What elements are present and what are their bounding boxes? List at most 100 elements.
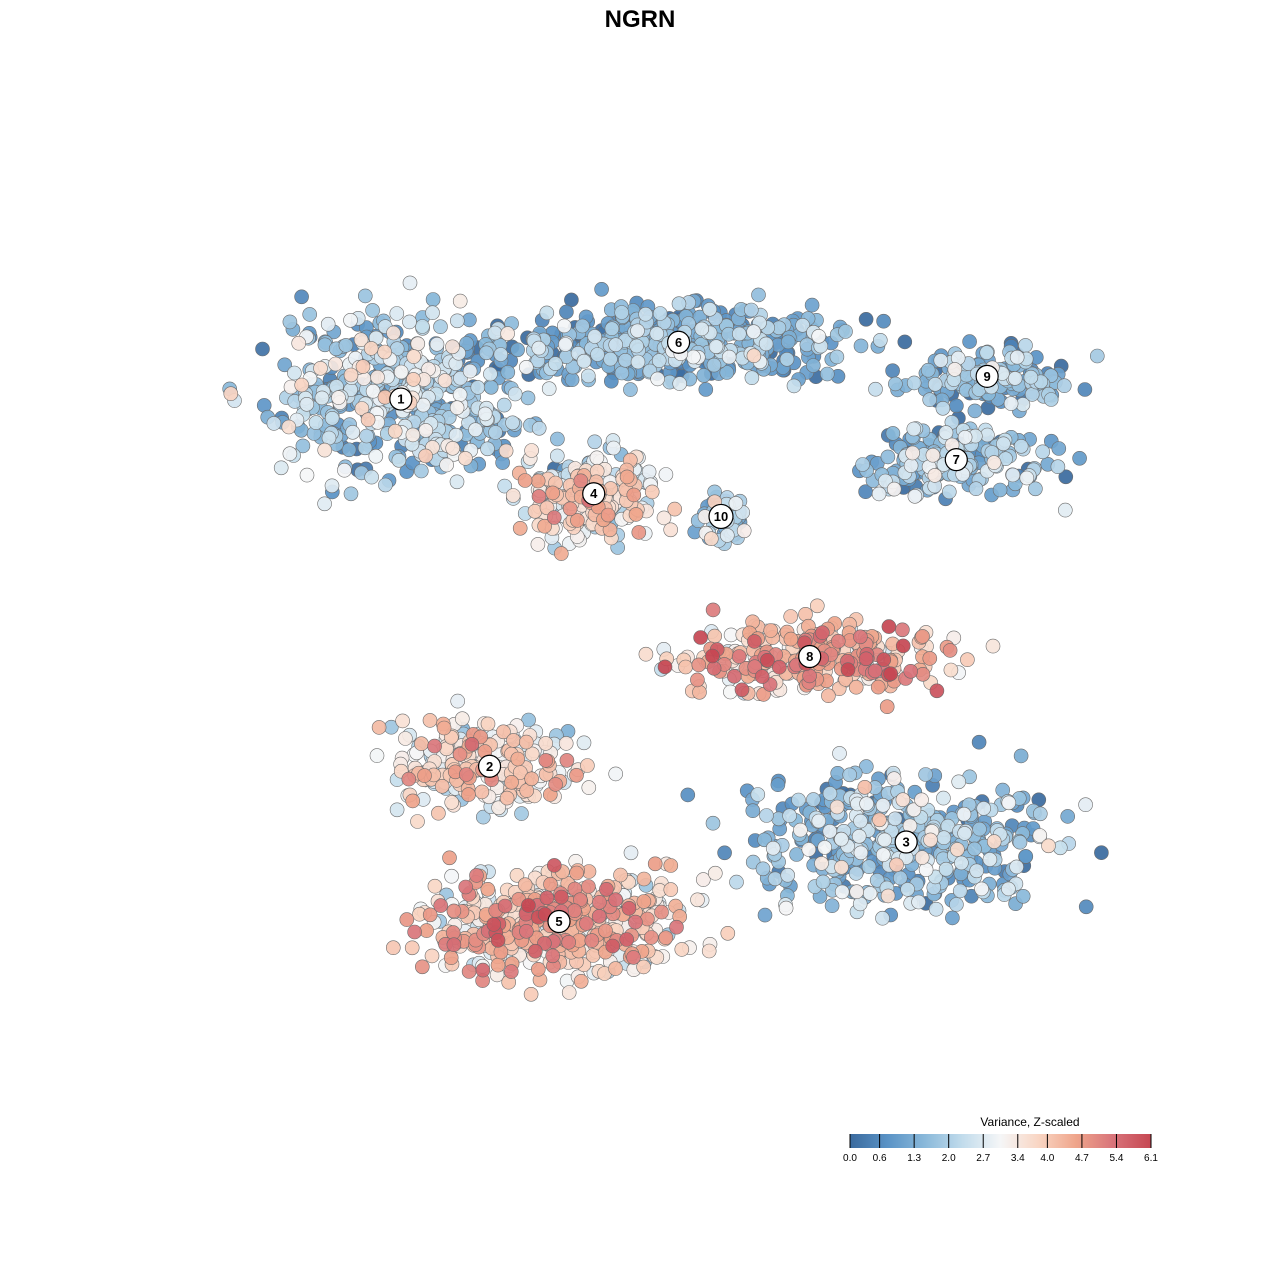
- data-point: [475, 962, 491, 978]
- data-point: [938, 425, 954, 440]
- data-point: [324, 410, 340, 426]
- data-point: [1078, 899, 1094, 915]
- data-point: [282, 314, 298, 330]
- data-point: [569, 767, 584, 783]
- cluster-label-text: 7: [953, 452, 960, 467]
- data-point: [690, 892, 705, 908]
- data-point: [852, 896, 868, 912]
- data-point: [630, 323, 645, 339]
- data-point: [452, 293, 468, 309]
- data-point: [736, 523, 752, 539]
- data-point: [401, 771, 417, 787]
- data-point: [343, 312, 358, 328]
- data-point: [461, 964, 477, 979]
- data-point: [488, 425, 503, 440]
- data-point: [667, 501, 683, 517]
- data-point: [1060, 809, 1075, 824]
- data-point: [779, 351, 795, 367]
- data-point: [294, 377, 310, 393]
- data-point: [405, 427, 421, 443]
- data-point: [809, 598, 825, 614]
- data-point: [406, 372, 421, 387]
- data-point: [654, 904, 669, 920]
- data-point: [576, 735, 592, 751]
- data-point: [885, 426, 901, 441]
- data-point: [464, 736, 480, 752]
- data-point: [530, 473, 546, 489]
- data-point: [618, 352, 633, 368]
- cluster-label-text: 3: [903, 835, 910, 850]
- data-point: [433, 898, 449, 913]
- data-point: [1072, 450, 1087, 466]
- data-point: [365, 303, 380, 318]
- data-point: [294, 289, 309, 305]
- data-point: [445, 440, 461, 456]
- data-point: [915, 629, 930, 644]
- data-point: [880, 449, 896, 465]
- data-point: [780, 867, 796, 883]
- cluster-label-text: 4: [590, 486, 598, 501]
- data-point: [938, 861, 954, 877]
- data-point: [468, 422, 483, 438]
- data-point: [880, 888, 896, 904]
- data-point: [255, 341, 270, 357]
- data-point: [862, 886, 878, 901]
- data-point: [497, 478, 513, 494]
- data-point: [821, 688, 836, 704]
- data-point: [369, 748, 385, 763]
- data-point: [972, 821, 987, 837]
- data-point: [840, 662, 856, 678]
- data-point: [573, 973, 589, 989]
- data-point: [360, 412, 376, 428]
- data-point: [413, 463, 429, 479]
- cluster-label-6: 6: [666, 330, 691, 354]
- data-point: [458, 767, 474, 782]
- data-point: [875, 910, 890, 926]
- data-point: [859, 796, 874, 812]
- data-point: [720, 925, 736, 941]
- data-point: [957, 826, 972, 841]
- data-point: [649, 326, 665, 341]
- data-point: [630, 354, 646, 370]
- data-point: [922, 392, 938, 408]
- data-point: [868, 381, 883, 397]
- data-point: [834, 831, 849, 847]
- data-point: [598, 923, 613, 939]
- data-point: [694, 321, 710, 337]
- data-point: [509, 867, 525, 883]
- data-point: [561, 934, 577, 950]
- data-point: [1015, 888, 1031, 904]
- data-point: [671, 296, 687, 312]
- cluster-label-1: 1: [389, 387, 413, 411]
- data-point: [579, 916, 594, 931]
- data-point: [507, 386, 523, 402]
- data-point: [886, 481, 902, 497]
- data-point: [554, 889, 569, 905]
- data-point: [530, 961, 546, 977]
- data-point: [444, 795, 460, 810]
- data-point: [273, 460, 289, 476]
- data-point: [680, 787, 696, 803]
- data-point: [905, 445, 920, 461]
- data-point: [277, 357, 293, 373]
- data-point: [345, 424, 361, 440]
- data-point: [402, 314, 417, 330]
- data-point: [357, 288, 373, 304]
- data-point: [877, 832, 893, 848]
- data-point: [608, 337, 624, 353]
- data-point: [343, 367, 359, 383]
- data-point: [324, 478, 340, 494]
- data-point: [853, 338, 869, 354]
- data-point: [462, 363, 478, 379]
- data-point: [475, 809, 491, 825]
- data-point: [604, 321, 620, 337]
- data-point: [587, 434, 603, 450]
- data-point: [338, 338, 354, 353]
- data-point: [486, 917, 502, 932]
- data-point: [956, 806, 972, 822]
- data-point: [969, 863, 985, 879]
- data-point: [644, 484, 660, 500]
- data-point: [658, 930, 674, 946]
- data-point: [623, 382, 638, 397]
